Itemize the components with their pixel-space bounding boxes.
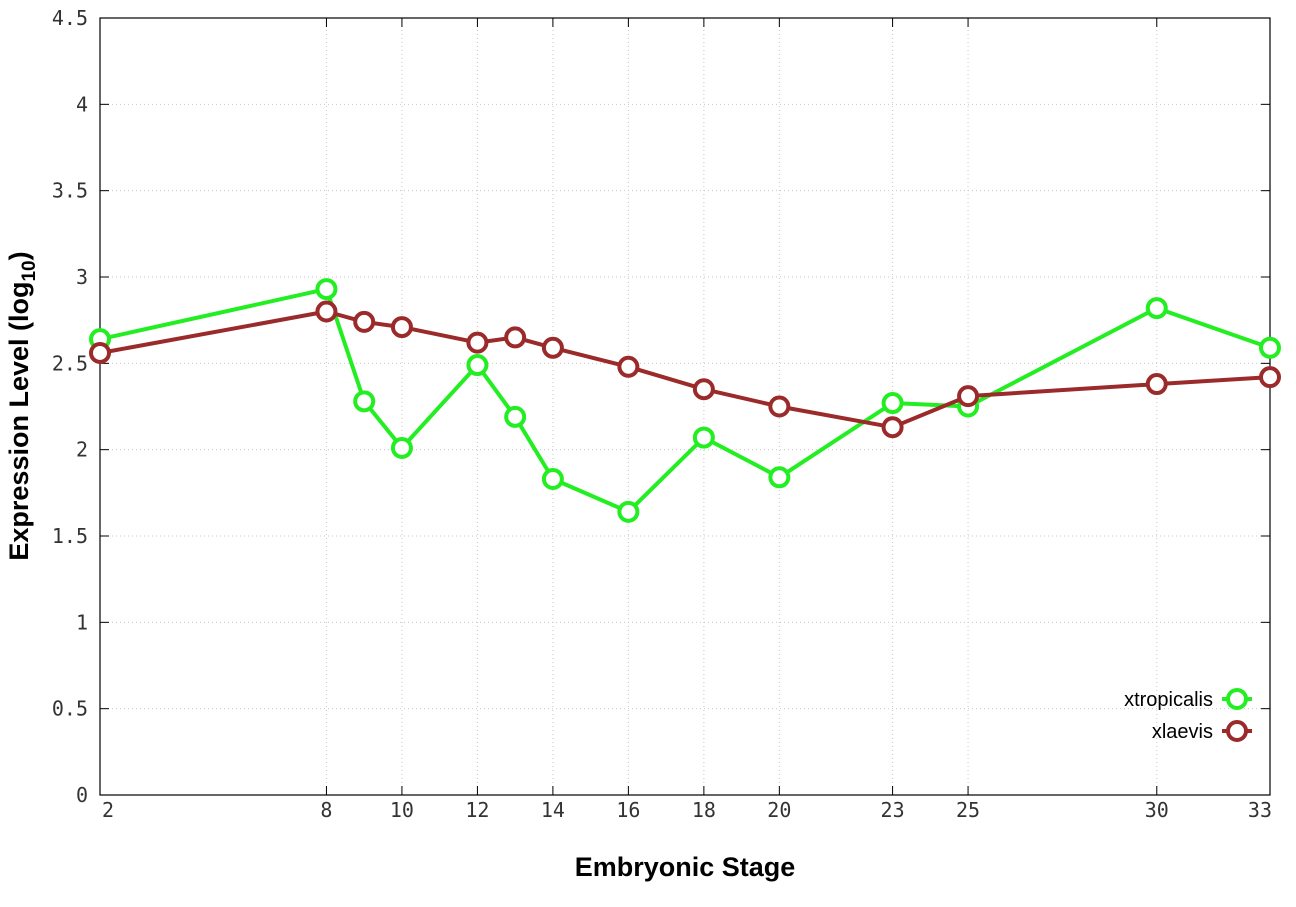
axis-ticks: 0 0.5 1 1.5 2 2.5 3 3.5 4 4.5 2 8 10 12 14 16 18 20 23 25 30…: [52, 6, 1272, 822]
y-tick-label: 1.5: [52, 524, 88, 548]
y-axis-title-suffix: ): [4, 251, 34, 260]
y-axis-title-subscript: 10: [19, 260, 40, 281]
data-point-xtropicalis: [541, 468, 564, 491]
data-point-xlaevis: [881, 416, 904, 439]
data-point-xtropicalis: [353, 390, 376, 413]
y-tick-label: 0.5: [52, 697, 88, 721]
series-line-xlaevis: [99, 309, 1271, 430]
plot-frame: [99, 17, 1271, 796]
y-tick-label: 4.5: [52, 6, 88, 30]
data-point-xlaevis: [390, 316, 413, 339]
data-point-xlaevis: [315, 300, 338, 323]
y-axis-title-main: Expression Level (log: [4, 282, 34, 561]
y-tick-label: 3: [76, 265, 88, 289]
data-point-xlaevis: [1145, 373, 1168, 396]
legend-label-xtropicalis: xtropicalis: [1124, 689, 1213, 711]
legend: xtropicalis xlaevis: [1124, 688, 1252, 743]
y-axis-title: Expression Level (log10): [4, 251, 40, 560]
y-tick-label: 0: [76, 783, 88, 807]
y-tick-label: 2.5: [52, 351, 88, 375]
data-point-xtropicalis: [768, 466, 791, 489]
data-point-xtropicalis: [617, 500, 640, 523]
data-point-xtropicalis: [881, 392, 904, 415]
x-tick-label: 18: [692, 798, 716, 822]
x-tick-label: 23: [881, 798, 905, 822]
x-axis-title: Embryonic Stage: [575, 852, 796, 882]
x-tick-label: 20: [767, 798, 791, 822]
legend-label-xlaevis: xlaevis: [1152, 721, 1213, 743]
x-tick-label: 8: [320, 798, 332, 822]
data-point-xtropicalis: [315, 278, 338, 301]
data-point-xlaevis: [768, 395, 791, 418]
y-tick-label: 2: [76, 438, 88, 462]
x-tick-label: 10: [390, 798, 414, 822]
x-tick-label: 30: [1145, 798, 1169, 822]
data-point-xlaevis: [1259, 366, 1281, 389]
x-tick-label: 33: [1248, 798, 1272, 822]
data-point-xtropicalis: [466, 354, 489, 377]
data-point-xtropicalis: [390, 436, 413, 459]
data-point-xtropicalis: [1145, 297, 1168, 320]
x-tick-label: 12: [465, 798, 489, 822]
series-xlaevis: [89, 300, 1281, 439]
data-point-xtropicalis: [692, 426, 715, 449]
y-tick-label: 1: [76, 610, 88, 634]
y-tick-label: 4: [76, 92, 88, 116]
data-point-xlaevis: [692, 378, 715, 401]
x-tick-label: 14: [541, 798, 565, 822]
y-tick-label: 3.5: [52, 179, 88, 203]
data-point-xlaevis: [617, 355, 640, 378]
data-point-xtropicalis: [1259, 336, 1281, 359]
x-tick-label: 2: [102, 798, 114, 822]
legend-marker-xlaevis: [1226, 720, 1248, 742]
data-point-xlaevis: [504, 326, 527, 349]
x-tick-label: 16: [616, 798, 640, 822]
data-point-xlaevis: [466, 331, 489, 354]
grid: [100, 18, 1270, 795]
data-point-xlaevis: [89, 341, 111, 364]
data-point-xlaevis: [541, 336, 564, 359]
data-point-xlaevis: [353, 310, 376, 333]
series-layer: [89, 278, 1281, 523]
x-tick-label: 25: [956, 798, 980, 822]
data-point-xlaevis: [957, 385, 980, 408]
data-point-xtropicalis: [504, 405, 527, 428]
legend-marker-xtropicalis: [1226, 688, 1248, 710]
series-xtropicalis: [89, 278, 1281, 523]
